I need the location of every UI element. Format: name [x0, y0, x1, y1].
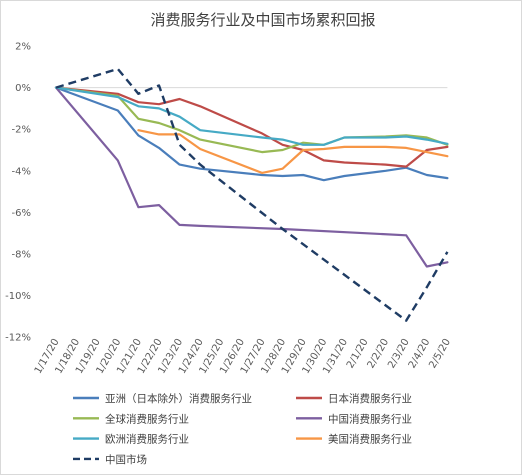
series-line-3	[54, 86, 449, 268]
legend-item-2: 全球消费服务行业	[73, 412, 189, 425]
series-line-5	[137, 129, 449, 174]
y-tick-label: -12%	[5, 333, 31, 344]
plot-area: 2%0%-2%-4%-6%-8%-10%-12% 1/17/201/18/201/…	[5, 42, 453, 376]
y-tick-label: -4%	[12, 166, 31, 177]
y-tick-label: 0%	[15, 83, 31, 94]
series-line-0	[54, 86, 449, 182]
y-tick-label: -2%	[12, 125, 31, 136]
legend-label: 全球消费服务行业	[105, 412, 189, 425]
y-tick-label: 2%	[15, 42, 31, 53]
legend-item-5: 美国消费服务行业	[296, 433, 412, 446]
y-tick-label: -10%	[5, 291, 31, 302]
legend-label: 欧洲消费服务行业	[105, 433, 189, 446]
y-tick-label: -6%	[12, 208, 31, 219]
legend-label: 中国消费服务行业	[328, 412, 412, 425]
y-tick-label: -8%	[12, 250, 31, 261]
series-line-1	[54, 86, 449, 168]
legend-item-4: 欧洲消费服务行业	[73, 433, 189, 446]
legend-item-0: 亚洲（日本除外）消费服务行业	[73, 392, 252, 405]
legend-label: 美国消费服务行业	[328, 433, 412, 446]
legend-item-1: 日本消费服务行业	[296, 392, 412, 405]
legend-label: 日本消费服务行业	[328, 392, 412, 405]
series-line-4	[54, 86, 449, 146]
legend-label: 亚洲（日本除外）消费服务行业	[105, 392, 252, 405]
legend-label: 中国市场	[105, 453, 147, 466]
chart-title: 消费服务行业及中国市场累积回报	[150, 11, 375, 29]
series-line-6	[55, 67, 449, 322]
legend-item-6: 中国市场	[73, 453, 147, 466]
legend-item-3: 中国消费服务行业	[296, 412, 412, 425]
